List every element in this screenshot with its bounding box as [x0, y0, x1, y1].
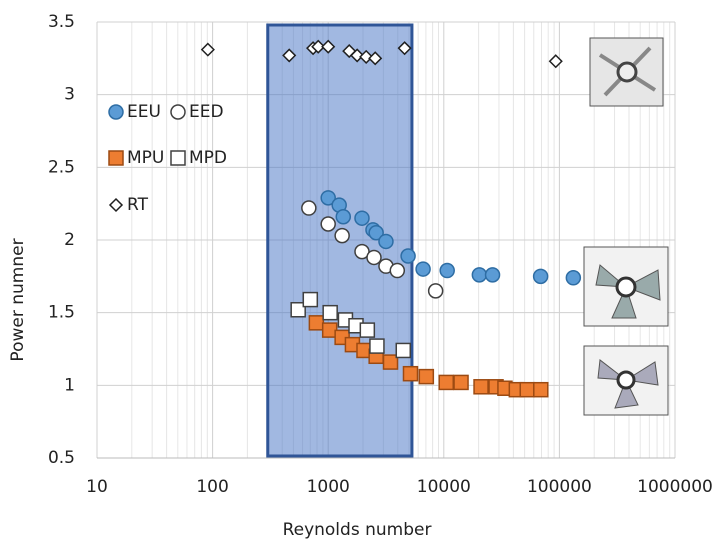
data-point	[200, 42, 215, 57]
data-point	[366, 249, 382, 266]
data-point	[359, 322, 376, 338]
data-point	[533, 381, 549, 398]
data-point	[565, 270, 582, 286]
impeller-photo	[589, 37, 664, 107]
data-point	[311, 39, 326, 54]
y-tick-label: 2.5	[48, 157, 75, 177]
y-tick-label: 0.5	[48, 448, 75, 468]
plot-area: 10 100 1000 10000 100000 1000000 0.5 1 1.5 2 2.5 3 3…	[48, 12, 713, 497]
data-point	[548, 54, 563, 69]
data-point	[439, 262, 455, 279]
data-point	[354, 210, 370, 226]
data-point	[389, 262, 406, 279]
data-point	[438, 374, 454, 391]
legend-label: MPU	[127, 148, 164, 168]
data-point	[397, 41, 412, 56]
data-point	[301, 200, 317, 216]
y-tick-label: 1	[64, 375, 75, 395]
y-tick-label: 3	[64, 85, 75, 105]
data-point	[368, 51, 383, 66]
data-point	[395, 342, 412, 359]
data-point	[453, 374, 469, 391]
x-axis-label: Reynolds number	[283, 520, 432, 540]
data-point	[427, 283, 444, 299]
y-tick-label: 3.5	[48, 12, 75, 32]
legend-marker	[108, 150, 124, 166]
data-point	[415, 261, 431, 277]
data-point	[320, 216, 336, 232]
data-point	[282, 48, 297, 63]
data-point	[334, 227, 350, 244]
data-point	[484, 267, 501, 283]
legend-marker	[108, 197, 124, 213]
data-point	[302, 291, 319, 308]
legend-label: MPD	[189, 148, 227, 168]
y-tick-label: 1.5	[48, 303, 75, 323]
legend-marker	[108, 104, 124, 120]
data-point	[350, 48, 365, 63]
data-point	[519, 381, 535, 398]
x-tick-label: 100	[196, 477, 228, 497]
data-point	[359, 49, 374, 64]
data-point	[368, 224, 384, 241]
data-point	[382, 354, 399, 370]
impeller-photo	[583, 246, 669, 327]
legend-label: RT	[127, 195, 149, 215]
y-tick-label: 2	[64, 230, 75, 250]
x-tick-label: 10000	[417, 477, 471, 497]
data-point	[418, 368, 435, 385]
legend-label: EED	[189, 102, 224, 122]
legend-label: EEU	[127, 102, 161, 122]
data-point	[532, 268, 549, 285]
data-point	[320, 190, 336, 206]
x-tick-label: 100000	[527, 477, 592, 497]
x-tick-label: 1000	[307, 477, 350, 497]
data-point	[400, 248, 416, 264]
data-point	[290, 302, 306, 318]
data-point	[335, 208, 352, 225]
y-axis-label: Power numner	[8, 238, 28, 361]
x-tick-label: 10	[86, 477, 108, 497]
data-point	[473, 379, 489, 395]
data-point	[321, 39, 336, 54]
legend-marker	[170, 150, 186, 166]
impeller-photo	[583, 345, 669, 416]
legend-marker	[170, 104, 186, 120]
data-point	[308, 315, 325, 331]
data-point	[378, 233, 394, 250]
data-point	[322, 304, 338, 321]
data-point	[402, 365, 419, 382]
data-point	[471, 267, 488, 283]
x-tick-label: 1000000	[637, 477, 713, 497]
data-point	[369, 338, 385, 354]
